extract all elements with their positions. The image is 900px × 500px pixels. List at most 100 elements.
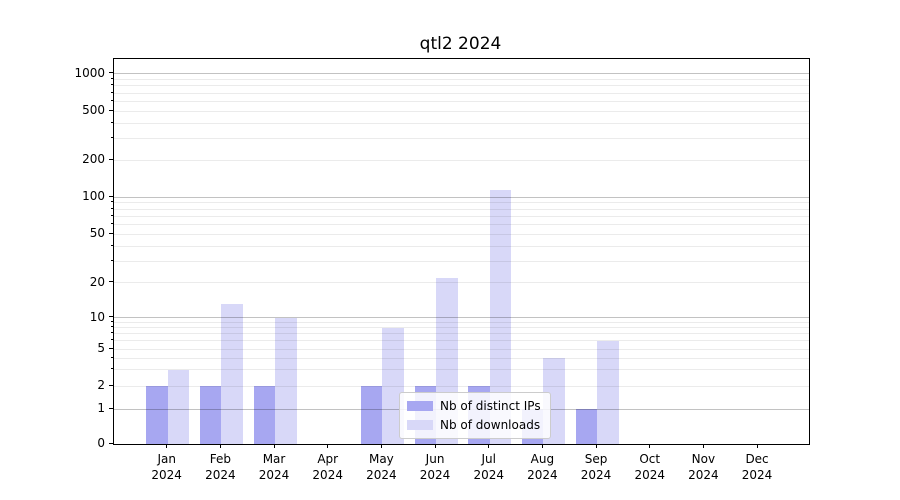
gridline (114, 321, 809, 323)
gridline (114, 137, 809, 139)
y-tick-mark (109, 347, 113, 349)
x-tick-label: May 2024 (366, 452, 397, 482)
gridline (114, 202, 809, 204)
y-minor-tick-mark (110, 223, 113, 225)
y-minor-tick-mark (110, 99, 113, 101)
legend-item-downloads: Nb of downloads (407, 418, 541, 432)
y-minor-tick-mark (110, 201, 113, 203)
gridline (114, 208, 809, 210)
y-minor-tick-mark (110, 259, 113, 261)
y-tick-mark (109, 281, 113, 283)
x-tick-mark (434, 444, 436, 448)
y-minor-tick-mark (110, 214, 113, 216)
bar-downloads (489, 189, 512, 444)
x-tick-mark (756, 444, 758, 448)
gridline (114, 317, 809, 319)
x-tick-label: Nov 2024 (688, 452, 719, 482)
x-tick-label: Jan 2024 (151, 452, 182, 482)
y-tick-label: 1 (97, 401, 105, 416)
legend-item-distinct-ips: Nb of distinct IPs (407, 399, 541, 413)
y-tick-mark (109, 384, 113, 386)
bar-downloads (167, 369, 190, 444)
y-minor-tick-mark (110, 207, 113, 209)
x-tick-mark (649, 444, 651, 448)
x-tick-mark (273, 444, 275, 448)
gridline (114, 73, 809, 75)
bar-distinct-ips (146, 386, 168, 444)
y-minor-tick-mark (110, 326, 113, 328)
bar-downloads (597, 340, 619, 444)
gridline (114, 224, 809, 226)
gridline (114, 333, 809, 335)
bar-distinct-ips (199, 386, 222, 444)
gridline (114, 92, 809, 94)
y-tick-label: 100 (82, 189, 105, 204)
gridline (114, 110, 809, 112)
gridline (114, 282, 809, 284)
y-tick-mark (109, 195, 113, 197)
y-minor-tick-mark (110, 244, 113, 246)
gridline (114, 100, 809, 102)
gridline (114, 369, 809, 371)
plot-area (113, 58, 810, 445)
legend: Nb of distinct IPs Nb of downloads (399, 392, 551, 439)
bar-distinct-ips (253, 386, 276, 444)
y-tick-label: 500 (82, 103, 105, 118)
bar-downloads (275, 317, 297, 444)
y-tick-mark (109, 407, 113, 409)
y-minor-tick-mark (110, 121, 113, 123)
x-tick-mark (166, 444, 168, 448)
x-tick-label: Oct 2024 (634, 452, 665, 482)
gridline (114, 245, 809, 247)
gridline (114, 78, 809, 80)
y-tick-label: 0 (97, 436, 105, 450)
x-tick-label: Dec 2024 (741, 452, 773, 482)
x-tick-mark (541, 444, 543, 448)
y-tick-mark (109, 316, 113, 318)
x-tick-mark (595, 444, 597, 448)
gridline (114, 122, 809, 124)
bar-downloads (221, 304, 243, 444)
y-minor-tick-mark (110, 320, 113, 322)
y-minor-tick-mark (110, 332, 113, 334)
x-tick-mark (380, 444, 382, 448)
x-tick-label: Aug 2024 (527, 452, 558, 482)
gridline (114, 159, 809, 161)
chart-title: qtl2 2024 (419, 34, 502, 54)
legend-swatch-downloads (407, 420, 433, 430)
y-tick-mark (109, 158, 113, 160)
gridline (114, 260, 809, 262)
y-minor-tick-mark (110, 339, 113, 341)
gridline (114, 233, 809, 235)
x-tick-label: Jul 2024 (473, 452, 504, 482)
x-tick-label: Feb 2024 (205, 452, 236, 482)
y-tick-label: 5 (97, 341, 105, 355)
x-tick-mark (219, 444, 221, 448)
y-minor-tick-mark (110, 84, 113, 86)
bar-distinct-ips (360, 386, 383, 444)
x-tick-label: Jun 2024 (419, 452, 451, 482)
x-tick-mark (702, 444, 704, 448)
bar-downloads (382, 327, 404, 444)
gridline (114, 327, 809, 329)
x-tick-mark (488, 444, 490, 448)
y-minor-tick-mark (110, 136, 113, 138)
gridline (114, 385, 809, 387)
bar-distinct-ips (575, 409, 598, 444)
y-minor-tick-mark (110, 356, 113, 358)
y-tick-mark (109, 442, 113, 444)
y-tick-mark (109, 72, 113, 74)
x-tick-label: Apr 2024 (312, 452, 343, 482)
y-minor-tick-mark (110, 77, 113, 79)
y-tick-label: 200 (82, 152, 105, 166)
legend-swatch-distinct-ips (407, 401, 433, 411)
x-tick-label: Sep 2024 (580, 452, 612, 482)
gridline (114, 348, 809, 350)
y-tick-label: 1000 (74, 65, 105, 80)
legend-label-downloads: Nb of downloads (440, 418, 541, 432)
gridline (114, 340, 809, 342)
gridline (114, 85, 809, 87)
gridline (114, 196, 809, 198)
y-minor-tick-mark (110, 91, 113, 93)
legend-label-distinct-ips: Nb of distinct IPs (440, 399, 541, 413)
